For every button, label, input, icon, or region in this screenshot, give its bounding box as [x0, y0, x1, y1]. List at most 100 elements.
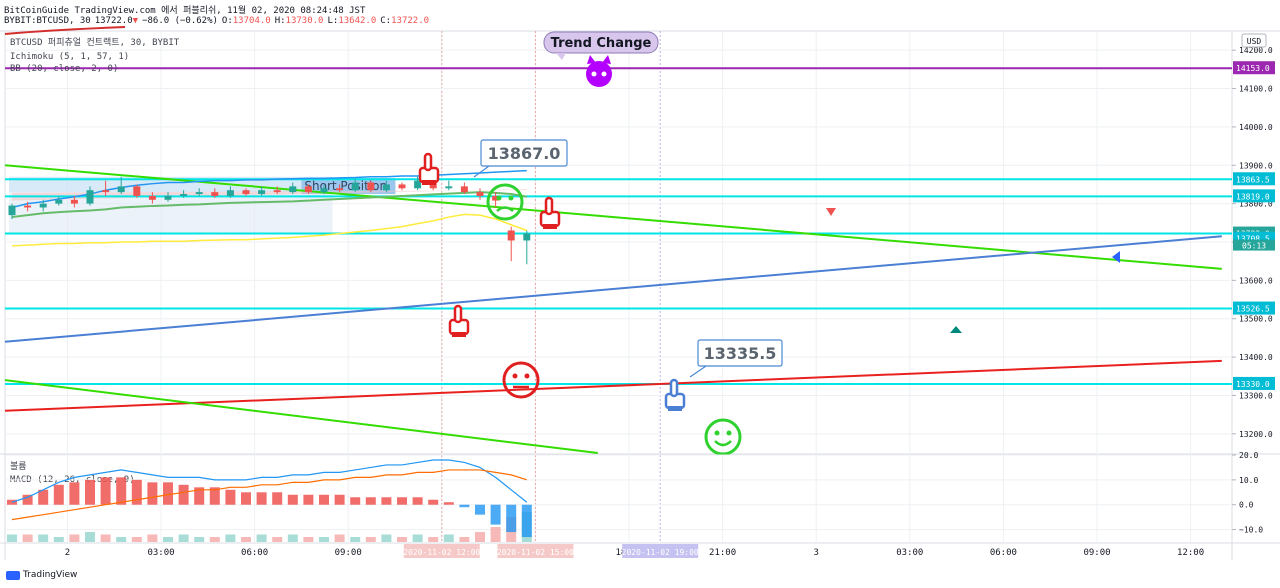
left-arrow-marker: [1112, 251, 1120, 263]
volume-bar: [287, 534, 298, 542]
y-tick-label: 14100.0: [1239, 85, 1273, 94]
volume-bar: [365, 537, 376, 542]
callout-low-pointer: [689, 365, 707, 378]
price-label-13526.5: 13526.5: [1236, 305, 1270, 314]
up-arrow-marker: [950, 326, 962, 333]
smile-face-icon: [704, 418, 742, 456]
high-label: H:: [274, 16, 286, 26]
publish-header: BitCoinGuide TradingView.com 에서 퍼블리쉬, 11…: [4, 6, 366, 16]
smile-face-icon-mouth: [714, 440, 732, 447]
callout-low-label: 13335.5: [704, 344, 777, 363]
sub-y-tick-label: −10.0: [1239, 526, 1263, 535]
x-tick-label: 06:00: [990, 548, 1017, 558]
volume-bar: [319, 537, 329, 542]
volume-bar: [131, 537, 142, 542]
candle-body: [242, 190, 250, 195]
macd-histogram-bar: [412, 497, 423, 505]
callout-high-label: 13867.0: [488, 144, 561, 163]
candle-body: [180, 194, 188, 196]
candle-body: [24, 205, 32, 208]
candle-body: [476, 192, 484, 196]
time-highlight-label: 2020-11-02 15:00: [497, 548, 574, 557]
macd-histogram-bar: [163, 482, 173, 505]
macd-histogram-bar: [38, 489, 49, 505]
candle-body: [86, 190, 94, 204]
price-label-box: [1233, 172, 1275, 186]
time-highlight-box: [497, 544, 574, 558]
y-tick-label: 13400.0: [1239, 353, 1273, 362]
hand-pointer-icon-cuff: [543, 224, 557, 229]
price-label-13863.5: 13863.5: [1236, 175, 1270, 184]
candle-body: [382, 184, 390, 191]
volume-bar: [100, 534, 111, 542]
volume-bar: [412, 534, 423, 542]
callout-high-box: [480, 139, 568, 167]
volume-bar: [381, 534, 392, 542]
trend-change-label: Trend Change: [551, 36, 652, 51]
sad-face-icon: [486, 183, 524, 221]
open-label: O:: [221, 16, 233, 26]
macd-histogram-bar: [100, 477, 111, 505]
candle-body: [102, 190, 110, 193]
last-price: 13722.0: [94, 16, 133, 26]
macd-histogram-bar: [428, 499, 439, 505]
hand-pointer-icon-cuff: [422, 180, 436, 185]
cat-ear-left: [587, 55, 596, 64]
volume-bar: [53, 537, 64, 542]
hand-pointer-icon: [539, 196, 561, 229]
candle-body: [226, 190, 234, 196]
macd-histogram-bar: [365, 497, 376, 505]
hand-pointer-icon-finger: [544, 196, 554, 216]
macd-histogram-bar: [381, 497, 392, 505]
macd-histogram-bar: [53, 484, 64, 505]
chart-legend-line3: BB (20, close, 2, 0): [10, 64, 118, 74]
volume-bar: [272, 537, 283, 542]
volume-bar: [116, 537, 127, 542]
volume-bar: [241, 537, 251, 542]
callout-low-box: [697, 339, 783, 367]
countdown-label: 05:13: [1242, 242, 1266, 251]
bollinger-lower: [11, 213, 528, 247]
candle-body: [460, 186, 468, 193]
volume-bar: [303, 537, 314, 542]
hand-pointer-icon-finger: [669, 378, 679, 398]
macd-histogram-bar: [475, 504, 485, 515]
neutral-face-icon-eye-right: [524, 373, 530, 379]
volume-bar: [38, 534, 49, 542]
hand-pointer-icon-finger: [423, 152, 433, 172]
volume-bar: [147, 534, 158, 542]
hand-pointer-icon: [664, 378, 686, 411]
header-red-stroke: [4, 26, 126, 35]
sub-y-tick-label: 0.0: [1239, 501, 1254, 510]
macd-histogram-bar: [287, 494, 298, 505]
candle-body: [55, 199, 63, 204]
candle-body: [523, 233, 531, 241]
candle-body: [351, 182, 359, 191]
cat-ear-right: [602, 55, 611, 64]
y-tick-label: 13300.0: [1239, 391, 1273, 400]
close-label: C:: [380, 16, 392, 26]
volume-bar: [475, 532, 485, 542]
time-highlight-label: 2020-11-02 19:00: [622, 548, 699, 557]
volume-bar: [85, 532, 95, 542]
volume-bar: [163, 537, 173, 542]
high-value: 13730.0: [285, 16, 324, 26]
neutral-face-icon-eye-left: [512, 373, 518, 379]
low-value: 13642.0: [338, 16, 377, 26]
macd-histogram-bar: [256, 492, 267, 505]
macd-histogram-bar: [303, 494, 314, 505]
candle-body: [507, 230, 515, 241]
x-tick-label: 12:00: [1177, 548, 1204, 558]
macd-line: [11, 459, 528, 503]
price-label-box: [1233, 301, 1275, 315]
sad-face-icon-mouth: [496, 206, 514, 212]
tradingview-logo[interactable]: TradingView: [6, 570, 77, 580]
x-tick-label: 09:00: [1083, 548, 1110, 558]
candle-body: [492, 195, 500, 201]
volume-bar: [69, 534, 80, 542]
candle-body: [258, 190, 266, 195]
macd-histogram-bar: [272, 492, 283, 505]
price-label-13330.0: 13330.0: [1236, 380, 1270, 389]
macd-histogram-bar: [178, 484, 189, 505]
